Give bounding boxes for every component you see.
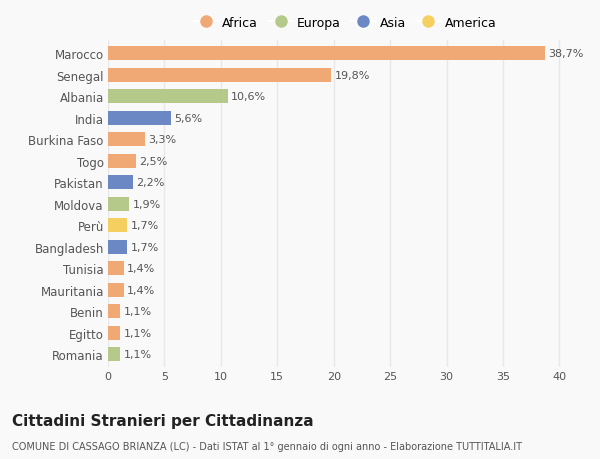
Text: 38,7%: 38,7% (548, 49, 584, 59)
Text: 1,9%: 1,9% (133, 199, 161, 209)
Text: 1,7%: 1,7% (131, 242, 159, 252)
Bar (108, 176, 133, 190)
Bar (108, 69, 331, 83)
Bar (108, 304, 121, 319)
Bar (108, 90, 227, 104)
Bar (108, 133, 145, 147)
Text: Cittadini Stranieri per Cittadinanza: Cittadini Stranieri per Cittadinanza (12, 413, 314, 428)
Legend: Africa, Europa, Asia, America: Africa, Europa, Asia, America (188, 11, 502, 34)
Bar (108, 326, 121, 340)
Text: 1,1%: 1,1% (124, 349, 152, 359)
Text: 2,2%: 2,2% (136, 178, 164, 188)
Bar (108, 219, 127, 233)
Text: 3,3%: 3,3% (149, 135, 177, 145)
Bar (108, 47, 545, 61)
Bar (108, 154, 136, 168)
Bar (108, 197, 130, 211)
Text: 10,6%: 10,6% (231, 92, 266, 102)
Text: 5,6%: 5,6% (175, 113, 203, 123)
Text: 2,5%: 2,5% (140, 157, 168, 166)
Bar (108, 240, 127, 254)
Text: 1,4%: 1,4% (127, 285, 155, 295)
Text: 1,1%: 1,1% (124, 307, 152, 316)
Text: 19,8%: 19,8% (335, 71, 370, 81)
Bar (108, 262, 124, 275)
Bar (108, 112, 171, 125)
Text: 1,7%: 1,7% (131, 221, 159, 231)
Text: COMUNE DI CASSAGO BRIANZA (LC) - Dati ISTAT al 1° gennaio di ogni anno - Elabora: COMUNE DI CASSAGO BRIANZA (LC) - Dati IS… (12, 441, 522, 451)
Bar (108, 347, 121, 361)
Bar (108, 283, 124, 297)
Text: 1,1%: 1,1% (124, 328, 152, 338)
Text: 1,4%: 1,4% (127, 263, 155, 274)
